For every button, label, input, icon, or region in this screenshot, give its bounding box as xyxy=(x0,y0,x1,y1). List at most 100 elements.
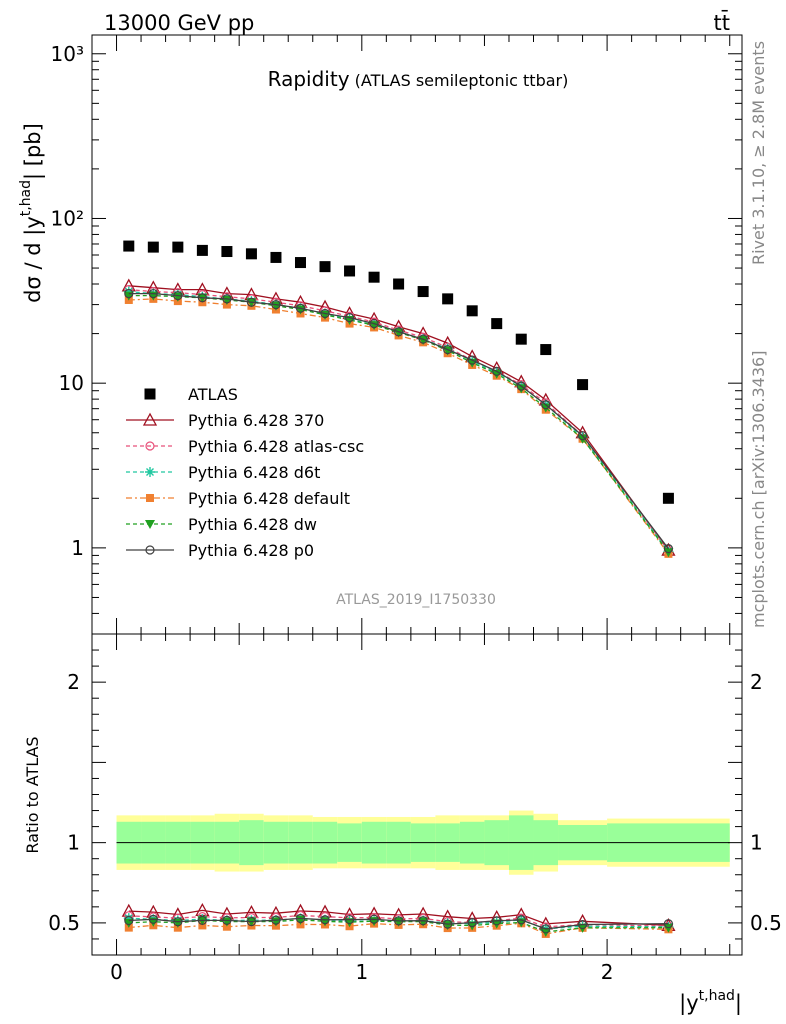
legend-label: Pythia 6.428 p0 xyxy=(188,541,314,560)
ratio-point xyxy=(418,917,429,927)
data-point xyxy=(221,246,233,258)
ratio-point xyxy=(369,914,379,924)
ratio-y-axis-label: Ratio to ATLAS xyxy=(23,736,42,853)
series-point xyxy=(577,431,588,441)
plot-title: Rapidity (ATLAS semileptonic ttbar) xyxy=(268,67,569,91)
series-point xyxy=(197,293,207,303)
rivet-label: Rivet 3.1.10, ≥ 2.8M events xyxy=(749,41,768,265)
ratio-y-tick-label: 2 xyxy=(67,670,80,694)
data-point xyxy=(540,344,552,356)
legend-label: Pythia 6.428 atlas-csc xyxy=(188,437,364,456)
ratio-point xyxy=(516,915,526,925)
legend-marker xyxy=(145,545,155,555)
data-point xyxy=(417,286,429,298)
data-point xyxy=(245,248,257,260)
series-point xyxy=(516,384,527,394)
series-point xyxy=(492,366,502,376)
legend-marker xyxy=(144,388,156,400)
ratio-y-tick-label-right: 1 xyxy=(750,831,763,855)
legend-label: Pythia 6.428 default xyxy=(188,489,350,508)
series-point xyxy=(271,299,281,310)
ratio-point xyxy=(123,918,134,928)
mcplots-label: mcplots.cern.ch [arXiv:1306.3436] xyxy=(749,351,768,628)
series-point xyxy=(246,297,257,307)
main-y-tick-label: 1 xyxy=(71,536,84,560)
main-y-tick-label: 10² xyxy=(51,206,84,230)
series-point xyxy=(663,543,674,554)
ratio-point xyxy=(393,917,404,927)
series-point xyxy=(173,291,183,301)
data-point xyxy=(368,271,380,283)
ratio-point xyxy=(246,916,257,927)
series-point xyxy=(541,400,551,410)
ratio-point xyxy=(124,915,134,926)
ratio-point xyxy=(467,918,477,928)
x-tick-label: 1 xyxy=(355,960,368,984)
ratio-point xyxy=(123,913,134,924)
ratio-point xyxy=(443,919,453,929)
x-axis-label: |yt,had| xyxy=(679,988,742,1016)
series-point xyxy=(491,369,502,379)
ratio-point xyxy=(222,915,232,925)
data-point xyxy=(577,379,589,391)
data-point xyxy=(172,241,184,253)
data-point xyxy=(147,241,159,253)
data-point xyxy=(515,333,527,345)
data-point xyxy=(270,251,282,263)
legend: ATLAS Pythia 6.428 370 Pythia 6.428 atlas-… xyxy=(126,385,364,560)
legend-label: ATLAS xyxy=(188,385,238,404)
legend-marker xyxy=(145,467,155,477)
analysis-id: ATLAS_2019_I1750330 xyxy=(336,592,496,608)
ratio-point xyxy=(198,921,207,930)
process-label: tt̄ xyxy=(714,10,730,35)
ratio-point xyxy=(492,916,502,926)
ratio-point xyxy=(173,917,183,927)
legend-marker xyxy=(145,520,155,529)
ratio-point xyxy=(271,915,281,925)
ratio-point xyxy=(541,924,551,934)
ratio-frame xyxy=(91,633,743,956)
main-y-tick-label: 10 xyxy=(59,371,84,395)
data-point xyxy=(344,265,356,277)
series-point xyxy=(222,294,232,304)
ratio-point xyxy=(344,918,355,928)
x-tick-label: 0 xyxy=(110,960,123,984)
data-point xyxy=(393,278,405,290)
ratio-point xyxy=(418,916,428,926)
ratio-y-tick-label: 1 xyxy=(67,831,80,855)
series-point xyxy=(123,286,134,297)
legend-label: Pythia 6.428 370 xyxy=(188,411,324,430)
ratio-point xyxy=(222,922,231,931)
series-point xyxy=(320,308,330,319)
energy-label: 13000 GeV pp xyxy=(104,11,254,35)
series-point xyxy=(344,313,355,323)
data-point xyxy=(123,240,135,252)
ratio-point xyxy=(320,915,330,925)
series-point xyxy=(394,327,404,337)
x-tick-label: 2 xyxy=(601,960,614,984)
data-point xyxy=(442,293,454,305)
ratio-point xyxy=(197,915,207,925)
ratio-line-3 xyxy=(128,922,669,935)
series-point xyxy=(124,288,134,299)
ratio-point xyxy=(491,919,502,929)
data-point xyxy=(466,305,478,317)
main-plot-area xyxy=(121,240,676,558)
legend-marker xyxy=(142,412,158,426)
ratio-plot-area xyxy=(116,810,730,938)
series-point xyxy=(295,303,306,313)
series-point xyxy=(148,288,158,299)
series-point xyxy=(516,381,526,391)
series-point xyxy=(443,344,453,355)
ratio-y-tick-label-right: 2 xyxy=(750,670,763,694)
legend-label: Pythia 6.428 dw xyxy=(188,515,317,534)
series-point xyxy=(467,355,477,365)
legend-label: Pythia 6.428 d6t xyxy=(188,463,320,482)
data-point xyxy=(196,244,208,256)
ratio-point xyxy=(663,919,674,929)
main-y-axis-label: dσ / d |yt,had| [pb] xyxy=(18,123,46,303)
ratio-point xyxy=(148,914,158,924)
ratio-point xyxy=(577,919,588,930)
ratio-y-tick-label: 0.5 xyxy=(48,911,80,935)
axes: 1 10 10² 10³ 0 1 2 0.5 0.5 1 1 2 2 xyxy=(48,34,782,984)
